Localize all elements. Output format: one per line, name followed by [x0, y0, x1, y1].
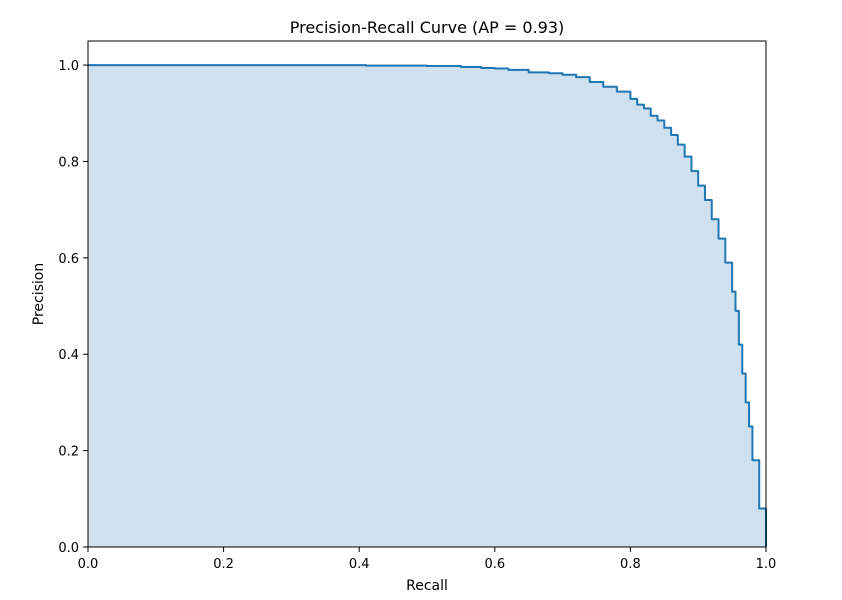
y-tick-label: 0.0: [58, 541, 79, 556]
precision-recall-line: [88, 64, 767, 547]
x-tick-label: 1.0: [756, 557, 777, 572]
area-fill: [88, 65, 766, 547]
x-axis-ticks: 0.0 0.2 0.4 0.6 0.8 1.0: [78, 547, 777, 572]
x-tick-label: 0.0: [78, 557, 99, 572]
y-tick-label: 0.4: [58, 348, 79, 363]
x-tick-label: 0.2: [213, 557, 234, 572]
y-axis-label: Precision: [31, 263, 47, 325]
y-axis-ticks: 0.0 0.2 0.4 0.6 0.8 1.0: [58, 59, 88, 556]
y-tick-label: 0.8: [58, 155, 79, 170]
x-tick-label: 0.8: [620, 557, 641, 572]
chart-title: Precision-Recall Curve (AP = 0.93): [290, 18, 565, 37]
plot-area: [87, 40, 767, 548]
plot-frame: [87, 40, 767, 548]
y-tick-label: 1.0: [58, 59, 79, 74]
y-tick-label: 0.2: [58, 445, 79, 460]
x-tick-label: 0.6: [484, 557, 505, 572]
x-axis-label: Recall: [406, 578, 448, 594]
x-tick-label: 0.4: [349, 557, 370, 572]
y-tick-label: 0.6: [58, 252, 79, 267]
